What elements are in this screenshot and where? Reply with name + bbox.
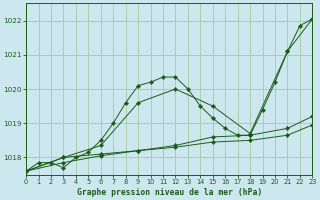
X-axis label: Graphe pression niveau de la mer (hPa): Graphe pression niveau de la mer (hPa): [76, 188, 262, 197]
